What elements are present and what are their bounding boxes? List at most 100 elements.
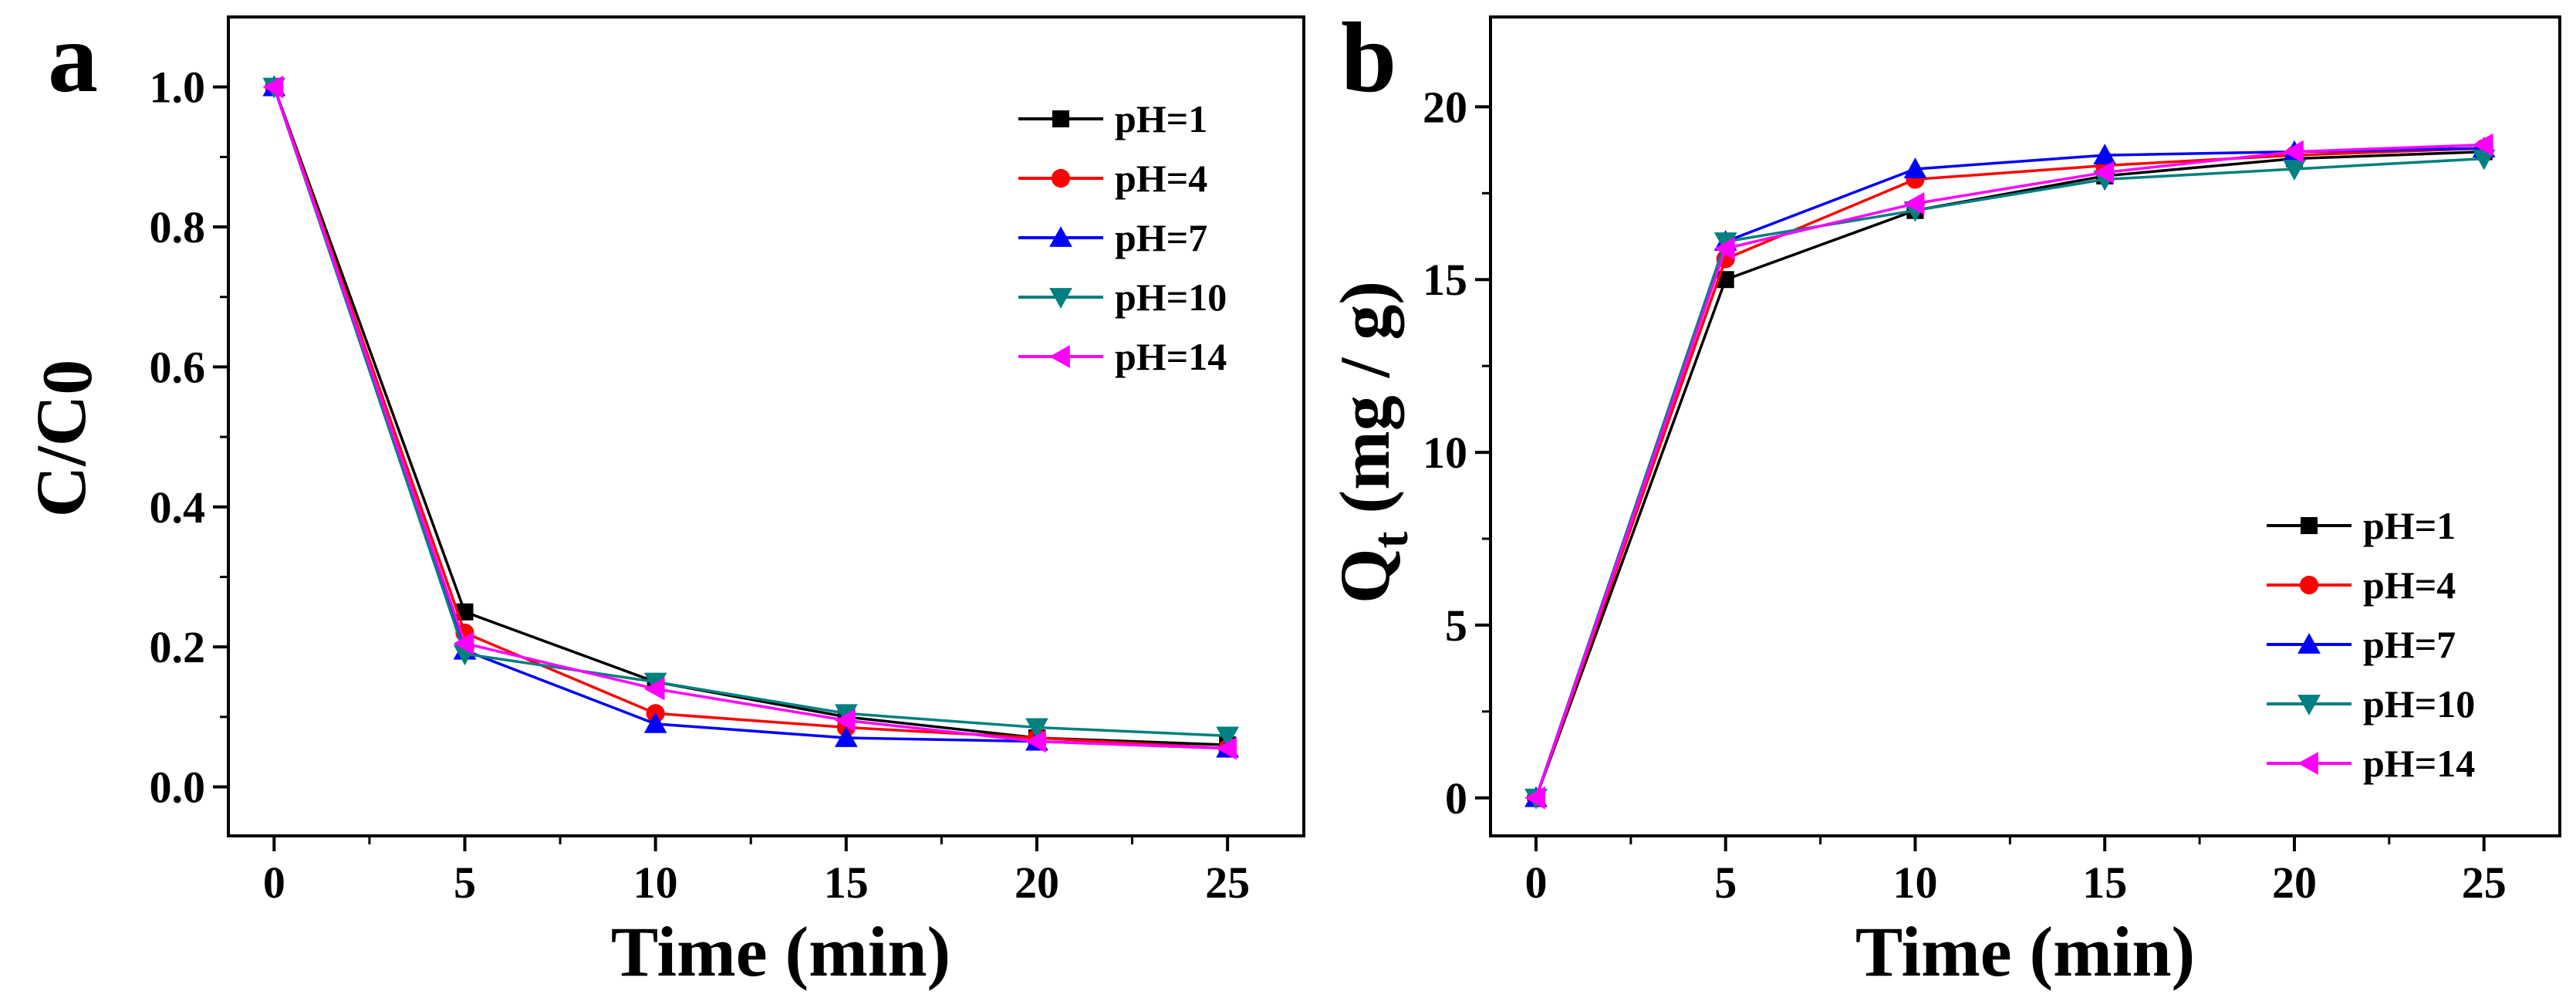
y-axis-title-b-units: (mg / g) (1325, 281, 1404, 531)
series-pH=14 (262, 75, 1237, 760)
y-tick-label: 0.6 (150, 342, 206, 392)
legend: pH=1 pH=4 pH=7 pH=10 pH=14 (2267, 504, 2475, 785)
data-point (453, 631, 474, 655)
series-pH=1 (1527, 143, 2493, 807)
legend-label: pH=4 (2363, 563, 2456, 607)
panel-letter-b: b (1341, 2, 1396, 113)
y-tick-label: 0 (1445, 773, 1467, 824)
x-tick-label: 0 (263, 857, 285, 908)
data-point (2093, 144, 2117, 164)
data-point (1903, 157, 1927, 178)
chart-panel-a: a Time (min) C/C0 0 5 10 15 20 250.00.20.40.6… (22, 2, 1305, 991)
legend-label: pH=10 (2363, 682, 2475, 726)
legend-marker (2301, 517, 2318, 534)
series-pH=14 (1524, 133, 2493, 810)
series-line (1534, 157, 2484, 799)
legend-label: pH=10 (1115, 276, 1227, 319)
y-tick-label: 0.4 (150, 482, 206, 533)
legend-marker (1049, 345, 1070, 368)
legend-label: pH=1 (1115, 97, 1207, 140)
data-point (2283, 160, 2306, 181)
series-line (1534, 147, 2484, 799)
data-point (262, 75, 284, 99)
data-point (1025, 729, 1046, 753)
legend-marker (2297, 633, 2321, 654)
y-axis-title-b-subscript: t (1362, 531, 1419, 548)
x-tick-label: 5 (454, 857, 476, 908)
y-tick-label: 5 (1445, 600, 1467, 651)
legend-label: pH=7 (2363, 623, 2456, 666)
x-tick-label: 5 (1714, 857, 1737, 908)
data-point (1713, 237, 1735, 260)
y-tick-label: 1.0 (150, 63, 206, 113)
data-point (643, 712, 667, 733)
x-tick-label: 0 (1524, 857, 1547, 908)
series-line (1534, 143, 2484, 799)
series-line (272, 86, 1228, 738)
svg-text:C/C0: C/C0 (22, 360, 106, 517)
y-tick-label: 0.8 (150, 202, 206, 252)
y-tick-label: 10 (1423, 428, 1467, 478)
data-point (1717, 271, 1734, 289)
x-tick-label: 25 (2462, 857, 2507, 908)
y-tick-label: 0.2 (150, 622, 206, 672)
series-line (272, 86, 1228, 750)
legend-label: pH=14 (2363, 742, 2475, 785)
y-tick-label: 20 (1423, 82, 1467, 132)
y-tick-label: 15 (1423, 255, 1467, 305)
y-axis-title-a-subscript: 0 (28, 360, 106, 395)
x-tick-label: 15 (824, 857, 869, 908)
data-point (456, 603, 474, 621)
x-tick-label: 20 (2272, 857, 2317, 908)
plot-frame (1489, 15, 2561, 837)
data-point (1524, 786, 1545, 810)
data-point (834, 709, 856, 732)
legend-label: pH=7 (1115, 216, 1207, 259)
series-pH=10 (1524, 149, 2496, 810)
legend-marker (2297, 752, 2318, 775)
x-axis-title-a: Time (min) (611, 912, 950, 991)
x-tick-label: 10 (1892, 857, 1937, 908)
legend-marker (1051, 168, 1071, 188)
legend-marker (2297, 695, 2321, 715)
x-tick-label: 10 (633, 857, 678, 908)
y-axis-title-b: Qt (mg / g) (1325, 281, 1419, 604)
y-tick-label: 0.0 (150, 763, 206, 813)
series-line (272, 86, 1228, 746)
legend: pH=1 pH=4 pH=7 pH=10 pH=14 (1018, 97, 1227, 378)
legend-label: pH=4 (1115, 157, 1207, 200)
series-line (272, 86, 1228, 750)
x-tick-label: 15 (2082, 857, 2127, 908)
data-point (834, 726, 858, 747)
data-point (2472, 133, 2493, 157)
legend-label: pH=14 (1115, 335, 1227, 378)
y-axis-title-b-main: Q (1325, 548, 1404, 604)
series-pH=4 (1526, 139, 2493, 807)
x-tick-label: 20 (1015, 857, 1059, 908)
legend-marker (1049, 226, 1072, 247)
svg-text:Qt (mg / g): Qt (mg / g) (1325, 281, 1419, 604)
data-point (1216, 736, 1237, 760)
x-axis-title-b: Time (min) (1855, 912, 2195, 991)
plot-frame (227, 15, 1305, 837)
chart-panel-b: b Time (min) Qt (mg / g) 0 5 10 15 20 25 0 5 10 1… (1325, 2, 2561, 991)
x-tick-label: 25 (1205, 857, 1250, 908)
legend-label: pH=1 (2363, 504, 2456, 547)
series-line (272, 86, 1228, 750)
data-point (1216, 726, 1239, 748)
series-pH=7 (1524, 137, 2496, 807)
series-line (1534, 150, 2484, 799)
series-line (1534, 147, 2484, 799)
data-point (2283, 140, 2304, 164)
legend-marker (1052, 110, 1069, 127)
data-point (1903, 191, 1925, 215)
legend-marker (2299, 575, 2319, 595)
data-point (1025, 718, 1048, 739)
y-axis-title-a-main: C/C (22, 395, 100, 517)
panel-letter-a: a (48, 2, 98, 113)
data-point (2093, 161, 2115, 184)
legend-marker (1049, 288, 1072, 309)
data-point (2472, 149, 2496, 171)
y-axis-title-a: C/C0 (22, 360, 106, 517)
